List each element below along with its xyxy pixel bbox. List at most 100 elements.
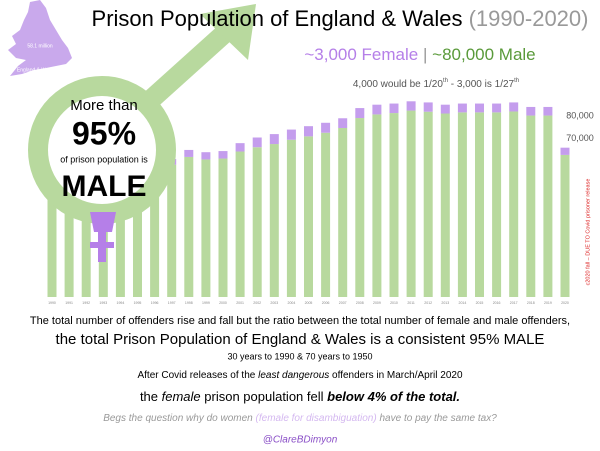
bar-segment <box>440 104 450 114</box>
bar-segment <box>423 111 433 297</box>
bar-segment <box>372 114 382 297</box>
bar-segment <box>475 103 484 113</box>
bar-segment <box>269 134 279 145</box>
bar-segment <box>526 106 536 116</box>
bar-segment <box>526 115 536 297</box>
note: The total number of offenders rise and f… <box>30 315 570 327</box>
x-tick-label: 1991 <box>65 301 73 305</box>
note-part: least dangerous <box>258 370 329 381</box>
bar-segment <box>235 151 245 297</box>
bar-segment <box>389 113 399 297</box>
bar-segment <box>543 115 553 297</box>
bar-segment <box>47 198 57 297</box>
bar-segment <box>457 103 467 113</box>
chart-title: Prison Population of England & Wales (19… <box>92 6 589 31</box>
note: After Covid releases of the least danger… <box>137 370 462 381</box>
bar-segment <box>321 122 331 133</box>
legend-male: ~80,000 Male <box>432 45 536 64</box>
bar-segment <box>304 126 313 137</box>
bar-segment <box>133 185 142 297</box>
male-arrow-shaft <box>139 24 233 112</box>
bar-segment <box>457 112 467 297</box>
x-tick-label: 2015 <box>476 301 484 305</box>
x-tick-label: 1998 <box>185 301 193 305</box>
bar-segment <box>64 197 74 297</box>
x-tick-label: 1994 <box>117 301 125 305</box>
ratio-sup: th <box>443 78 448 84</box>
x-tick-label: 2018 <box>527 301 535 305</box>
male-arrow-head <box>200 4 256 60</box>
bar-segment <box>423 102 433 112</box>
x-tick-label: 2009 <box>373 301 381 305</box>
bar-segment <box>321 132 331 297</box>
x-tick-label: 1990 <box>48 301 56 305</box>
x-tick-label: 2005 <box>305 301 313 305</box>
bar-segment <box>509 102 519 112</box>
x-tick-label: 1992 <box>82 301 90 305</box>
x-tick-label: 1996 <box>151 301 159 305</box>
note-part: prison population fell <box>201 389 327 404</box>
x-tick-label: 1999 <box>202 301 210 305</box>
ratio-text: - 3,000 is 1/27 <box>448 79 515 90</box>
symbol-text: MALE <box>62 170 147 203</box>
bar-segment <box>218 158 228 297</box>
note: the total Prison Population of England &… <box>56 331 545 348</box>
note: 30 years to 1990 & 70 years to 1950 <box>227 351 372 361</box>
map-label: England & Wales <box>17 67 56 73</box>
bar-segment <box>167 164 177 297</box>
x-tick-label: 2006 <box>322 301 330 305</box>
x-tick-label: 2020 <box>561 301 569 305</box>
female-symbol <box>90 212 116 232</box>
bar-segment <box>81 199 91 297</box>
bar-segment <box>543 106 553 116</box>
note-part: female <box>162 389 201 404</box>
bar-segment <box>304 136 313 297</box>
x-tick-label: 1995 <box>134 301 142 305</box>
bar-segment <box>184 156 194 297</box>
bar-segment <box>252 137 262 148</box>
map-label: 58.1 million <box>27 43 53 49</box>
bar-segment <box>406 110 416 297</box>
x-tick-label: 2011 <box>407 301 415 305</box>
bar-segment <box>338 118 348 128</box>
bar-segment <box>338 127 348 298</box>
bar-segment <box>184 149 194 157</box>
bar-segment <box>286 129 296 140</box>
title-range: (1990-2020) <box>469 6 589 31</box>
note-part: offenders in March/April 2020 <box>329 370 463 381</box>
bar-segment <box>492 103 502 113</box>
note-part: the <box>140 389 162 404</box>
x-tick-label: 2010 <box>390 301 398 305</box>
symbol-text: 95% <box>72 115 136 151</box>
x-tick-label: 2012 <box>424 301 432 305</box>
note-part: below 4% of the total. <box>327 389 460 404</box>
bar-segment <box>492 112 502 297</box>
bar-segment <box>389 103 399 114</box>
x-tick-label: 2002 <box>253 301 261 305</box>
x-tick-label: 2004 <box>288 301 296 305</box>
bar-segment <box>201 159 211 297</box>
x-tick-label: 2014 <box>459 301 467 305</box>
x-tick-label: 2013 <box>441 301 449 305</box>
bar-segment <box>218 151 228 159</box>
bar-segment <box>355 118 365 297</box>
x-tick-label: 1993 <box>99 301 107 305</box>
bar-segment <box>150 177 160 297</box>
ratio-sup: th <box>514 78 519 84</box>
bar-area: 80,000 70,000 1990 1991 1992 1993 1994 1995 1996… <box>47 101 594 305</box>
bar-segment <box>269 144 279 297</box>
map-shape <box>8 0 72 76</box>
x-tick-label: 2000 <box>219 301 227 305</box>
note-part: Begs the question why do women <box>103 413 255 424</box>
y-tick-label: 70,000 <box>566 133 594 143</box>
note-part: After Covid releases of the <box>137 370 258 381</box>
x-tick-label: 2007 <box>339 301 347 305</box>
x-tick-label: 2016 <box>493 301 501 305</box>
note: the female prison population fell below … <box>140 389 460 404</box>
y-tick-label: 80,000 <box>566 110 594 120</box>
female-symbol <box>90 242 114 248</box>
note-part: have to pay the same tax? <box>377 413 498 424</box>
note: Begs the question why do women (female f… <box>103 413 497 424</box>
x-tick-label: 2019 <box>544 301 552 305</box>
